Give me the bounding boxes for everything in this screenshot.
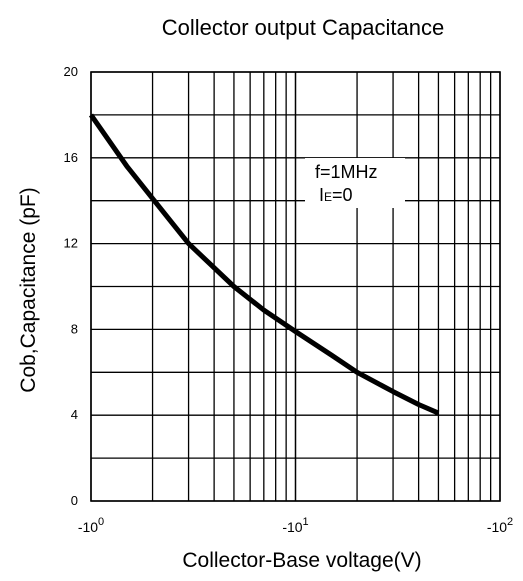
x-axis-ticks: -100 -101 -102: [78, 516, 513, 535]
annotation-frequency: f=1MHz: [315, 162, 378, 182]
y-tick-label: 4: [71, 407, 78, 422]
y-axis-label: Cob,Capacitance (pF): [17, 187, 40, 392]
y-tick-label: 12: [64, 236, 78, 251]
y-tick-label: 20: [64, 64, 78, 79]
x-tick-label: -101: [282, 516, 308, 535]
x-tick-label: -102: [487, 516, 513, 535]
series-line-0: [88, 113, 440, 416]
plot-frame: [90, 71, 501, 502]
grid: [90, 71, 501, 502]
y-tick-label: 0: [71, 493, 78, 508]
annotation-emitter-subscript: E: [324, 190, 332, 204]
y-axis-ticks: 0 4 8 12 16 20: [64, 64, 78, 508]
chart-title: Collector output Capacitance: [162, 15, 445, 40]
x-axis-label: Collector-Base voltage(V): [182, 549, 421, 572]
annotation-background: [305, 158, 405, 208]
plot-area: [88, 113, 440, 416]
annotation-emitter-current: IE=0: [319, 185, 353, 205]
annotation-emitter-suffix: =0: [332, 185, 353, 205]
x-tick-label: -100: [78, 516, 104, 535]
annotation-emitter-prefix: I: [319, 185, 324, 205]
y-tick-label: 8: [71, 321, 78, 336]
y-tick-label: 16: [64, 150, 78, 165]
